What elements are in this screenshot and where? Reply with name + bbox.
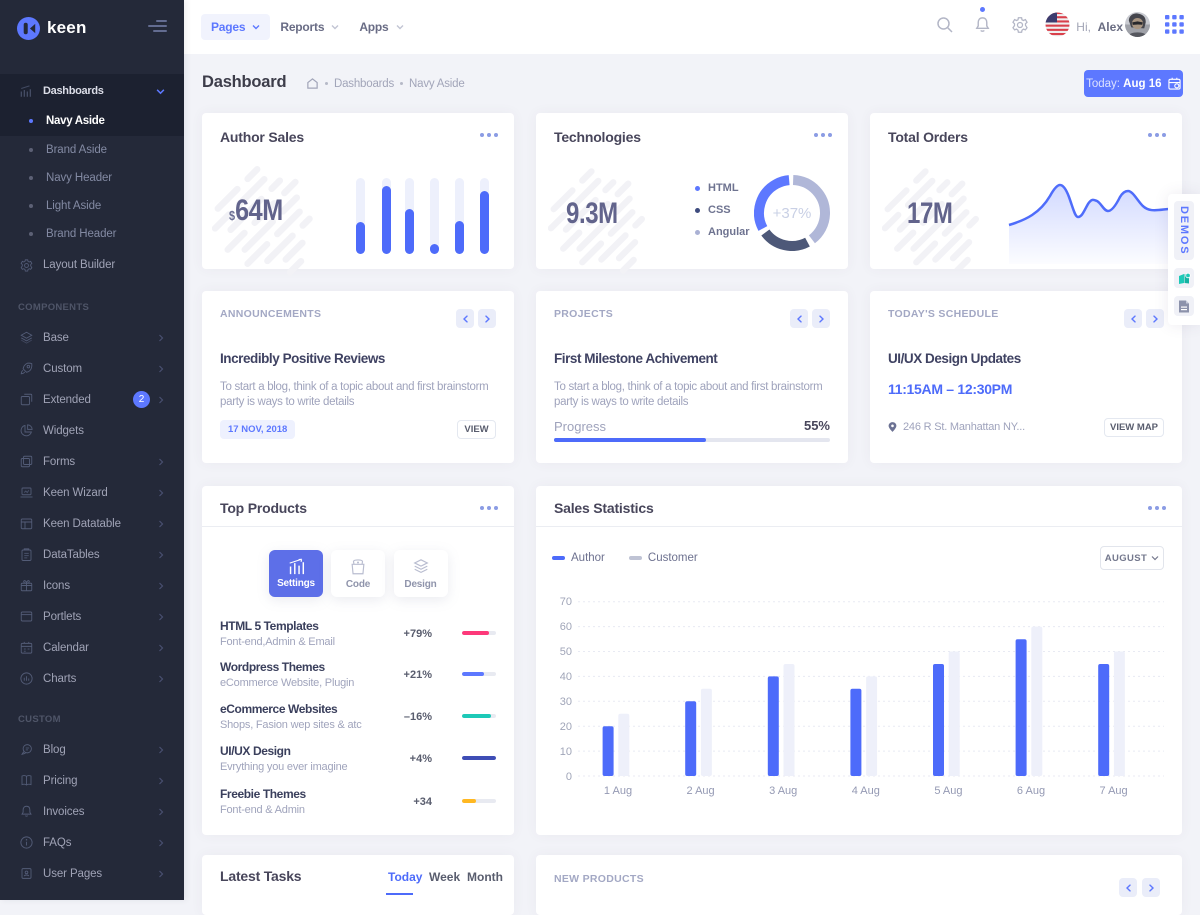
- svg-text:3 Aug: 3 Aug: [769, 785, 797, 797]
- svg-text:7 Aug: 7 Aug: [1100, 785, 1128, 797]
- svg-text:0: 0: [566, 771, 572, 783]
- svg-text:2 Aug: 2 Aug: [687, 785, 715, 797]
- svg-text:30: 30: [560, 696, 572, 708]
- svg-text:+37%: +37%: [773, 205, 812, 222]
- svg-text:40: 40: [560, 671, 572, 683]
- svg-text:6 Aug: 6 Aug: [1017, 785, 1045, 797]
- svg-text:60: 60: [560, 621, 572, 633]
- svg-text:20: 20: [560, 721, 572, 733]
- svg-text:4 Aug: 4 Aug: [852, 785, 880, 797]
- svg-text:10: 10: [560, 746, 572, 758]
- svg-text:50: 50: [560, 646, 572, 658]
- svg-text:5 Aug: 5 Aug: [934, 785, 962, 797]
- svg-text:70: 70: [560, 596, 572, 608]
- svg-text:1 Aug: 1 Aug: [604, 785, 632, 797]
